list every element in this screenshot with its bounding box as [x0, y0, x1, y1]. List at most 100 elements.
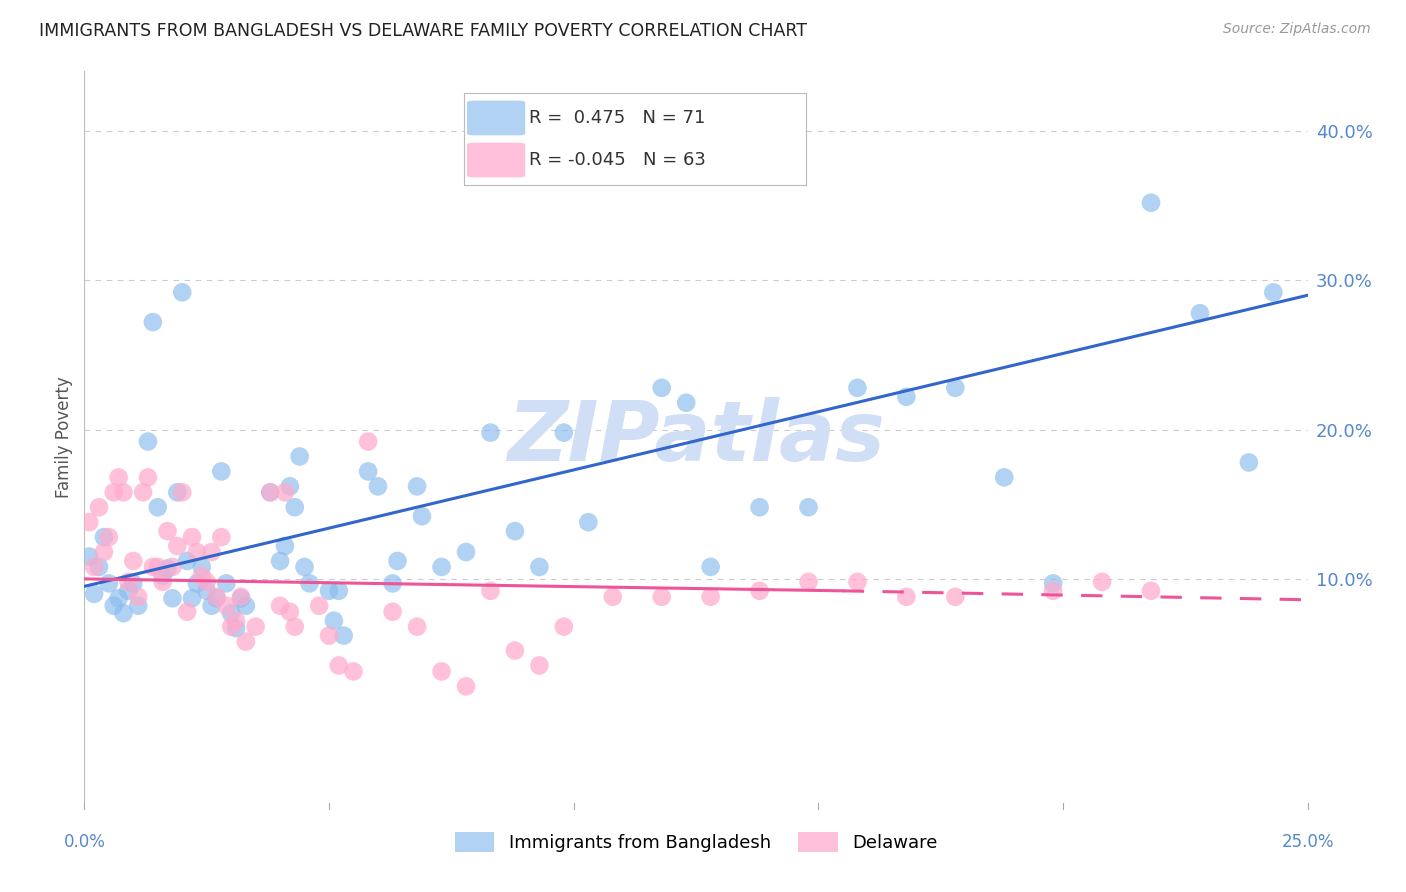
Point — [318, 629, 340, 643]
Point — [186, 576, 208, 591]
Point — [1140, 195, 1163, 210]
Point — [235, 634, 257, 648]
Point — [142, 315, 165, 329]
Point — [136, 434, 159, 449]
Point — [97, 530, 120, 544]
Point — [152, 569, 174, 583]
Point — [430, 665, 453, 679]
Point — [219, 606, 242, 620]
Point — [127, 590, 149, 604]
Point — [651, 381, 673, 395]
Point — [381, 576, 404, 591]
Point — [1140, 583, 1163, 598]
Point — [553, 425, 575, 440]
Point — [381, 605, 404, 619]
Point — [278, 605, 301, 619]
Point — [259, 485, 281, 500]
Point — [1188, 306, 1211, 320]
Point — [117, 574, 139, 589]
Point — [107, 591, 129, 606]
Point — [229, 591, 252, 606]
Point — [406, 620, 429, 634]
Point — [97, 576, 120, 591]
Point — [205, 590, 228, 604]
Point — [430, 560, 453, 574]
Point — [308, 599, 330, 613]
Point — [367, 479, 389, 493]
Point — [387, 554, 409, 568]
Point — [162, 560, 184, 574]
Legend: Immigrants from Bangladesh, Delaware: Immigrants from Bangladesh, Delaware — [447, 824, 945, 860]
Point — [454, 679, 477, 693]
Point — [195, 574, 218, 589]
Point — [181, 530, 204, 544]
Point — [479, 583, 502, 598]
Point — [245, 620, 267, 634]
Point — [797, 574, 820, 589]
Point — [1042, 583, 1064, 598]
Point — [219, 620, 242, 634]
Point — [176, 554, 198, 568]
Point — [162, 591, 184, 606]
Point — [112, 485, 135, 500]
Text: Source: ZipAtlas.com: Source: ZipAtlas.com — [1223, 22, 1371, 37]
Point — [503, 643, 526, 657]
Point — [200, 599, 222, 613]
Point — [328, 658, 350, 673]
Point — [1237, 455, 1260, 469]
Point — [699, 560, 721, 574]
Point — [274, 539, 297, 553]
Point — [191, 569, 214, 583]
Point — [176, 605, 198, 619]
Point — [93, 530, 115, 544]
Point — [172, 485, 194, 500]
Point — [122, 576, 145, 591]
Point — [77, 515, 100, 529]
Point — [529, 658, 551, 673]
Point — [896, 590, 918, 604]
Point — [146, 500, 169, 515]
Point — [278, 479, 301, 493]
Point — [205, 591, 228, 606]
Point — [132, 485, 155, 500]
Point — [288, 450, 311, 464]
Point — [602, 590, 624, 604]
Point — [87, 500, 110, 515]
Point — [294, 560, 316, 574]
Point — [225, 614, 247, 628]
Point — [699, 590, 721, 604]
Text: 25.0%: 25.0% — [1281, 833, 1334, 851]
Point — [1091, 574, 1114, 589]
Point — [166, 539, 188, 553]
Point — [93, 545, 115, 559]
Point — [156, 561, 179, 575]
Point — [172, 285, 194, 300]
Point — [103, 599, 125, 613]
Point — [103, 485, 125, 500]
Point — [357, 464, 380, 478]
Point — [298, 576, 321, 591]
Point — [200, 545, 222, 559]
Point — [1042, 576, 1064, 591]
Point — [156, 524, 179, 538]
Point — [322, 614, 344, 628]
Point — [357, 434, 380, 449]
Point — [479, 425, 502, 440]
Point — [342, 665, 364, 679]
Point — [77, 549, 100, 564]
Point — [503, 524, 526, 538]
Point — [87, 560, 110, 574]
Point — [553, 620, 575, 634]
Point — [846, 381, 869, 395]
Point — [943, 590, 966, 604]
Point — [332, 629, 354, 643]
Point — [166, 485, 188, 500]
Point — [127, 599, 149, 613]
Point — [1263, 285, 1285, 300]
Point — [318, 583, 340, 598]
Point — [152, 574, 174, 589]
Point — [235, 599, 257, 613]
Point — [136, 470, 159, 484]
Y-axis label: Family Poverty: Family Poverty — [55, 376, 73, 498]
Point — [993, 470, 1015, 484]
